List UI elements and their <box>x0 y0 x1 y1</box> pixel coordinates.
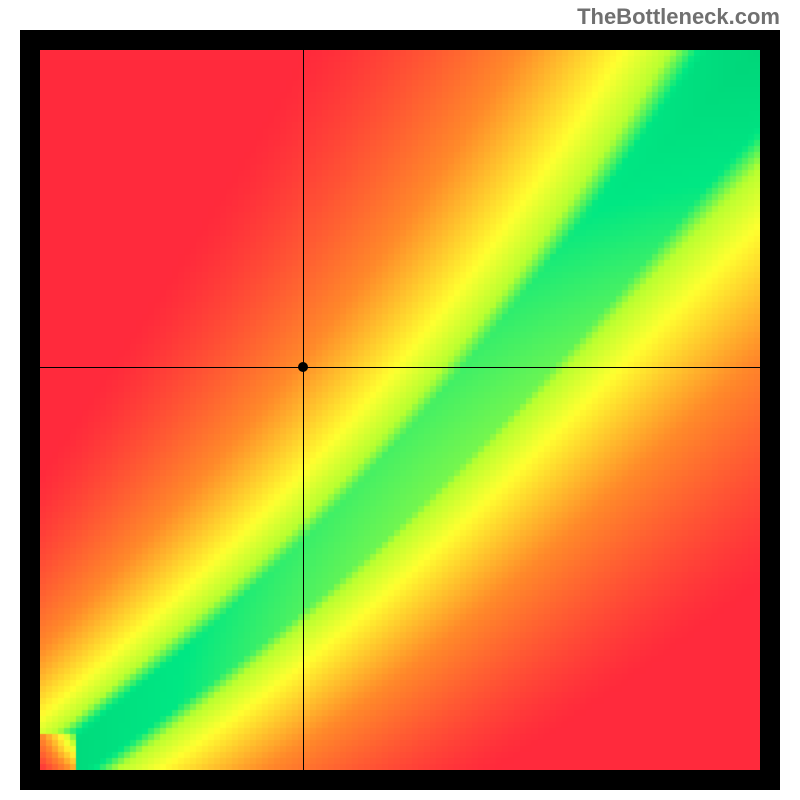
source-watermark: TheBottleneck.com <box>577 4 780 30</box>
bottleneck-heatmap <box>40 50 760 770</box>
plot-frame <box>20 30 780 790</box>
crosshair-vertical <box>303 50 304 770</box>
chart-wrapper: TheBottleneck.com <box>0 0 800 800</box>
crosshair-point <box>298 362 308 372</box>
crosshair-horizontal <box>40 367 760 368</box>
